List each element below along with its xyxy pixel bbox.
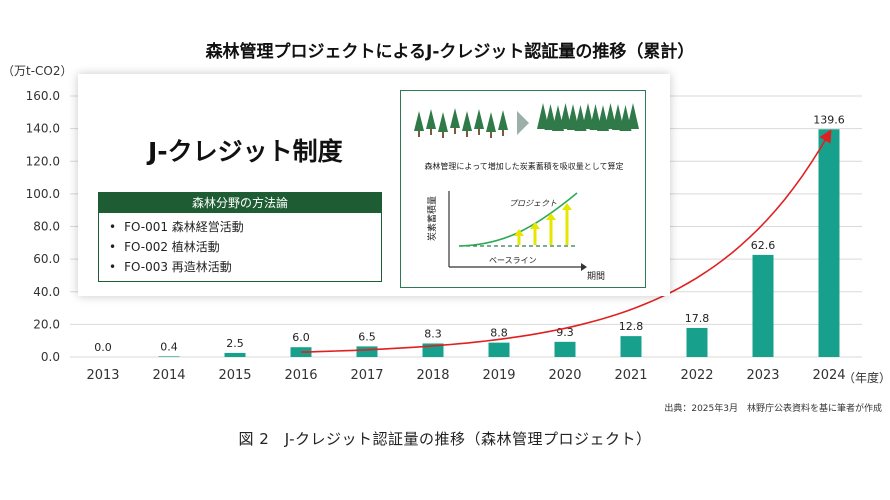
tree-icon <box>567 104 579 130</box>
y-tick-label: 120.0 <box>26 154 60 168</box>
y-tick-label: 60.0 <box>33 252 60 266</box>
methodology-box: 森林分野の方法論 FO-001 森林経営活動 FO-002 植林活動 FO-00… <box>98 192 382 282</box>
tree-trunk <box>430 129 432 135</box>
j-credit-overview-panel: J-クレジット制度 森林分野の方法論 FO-001 森林経営活動 FO-002 … <box>78 74 670 296</box>
y-tick-label: 0.0 <box>41 350 60 364</box>
bar <box>818 129 840 357</box>
x-tick-label: 2019 <box>482 368 515 383</box>
concept-graphic <box>414 103 639 271</box>
x-tick-label: 2016 <box>284 368 317 383</box>
figure-caption: 図 2 J-クレジット認証量の推移（森林管理プロジェクト） <box>238 430 652 448</box>
methodology-header: 森林分野の方法論 <box>99 193 381 213</box>
tree-icon <box>498 110 508 130</box>
arrow-right-icon <box>517 111 529 135</box>
x-tick-label: 2024 <box>812 368 845 383</box>
tree-trunk <box>478 129 480 135</box>
x-tick-label: 2013 <box>86 368 119 383</box>
bar <box>620 336 642 357</box>
increase-arrowhead <box>530 222 540 229</box>
data-label: 6.0 <box>292 331 310 344</box>
data-label: 139.6 <box>813 113 845 126</box>
tree-trunk <box>454 128 456 134</box>
tree-trunk <box>466 131 468 137</box>
y-tick-label: 20.0 <box>33 317 60 331</box>
trend-arrow <box>300 129 832 353</box>
panel-title: J-クレジット制度 <box>148 137 343 166</box>
methodology-item: FO-001 森林経営活動 <box>109 217 381 237</box>
data-label: 17.8 <box>685 312 710 325</box>
tree-trunk <box>502 130 504 136</box>
tree-icon <box>582 103 594 129</box>
x-tick-label: 2023 <box>746 368 779 383</box>
increase-arrowhead <box>562 203 572 210</box>
tree-trunk <box>418 131 420 137</box>
x-axis-unit-label: （年度） <box>843 371 890 385</box>
bar <box>488 342 510 357</box>
bar <box>158 356 180 357</box>
tree-icon <box>414 111 424 131</box>
data-label: 2.5 <box>226 337 244 350</box>
bar <box>752 254 774 357</box>
increase-arrowhead <box>514 229 524 236</box>
y-tick-label: 160.0 <box>26 89 60 103</box>
x-tick-label: 2022 <box>680 368 713 383</box>
tree-trunk <box>442 132 444 138</box>
tree-icon <box>612 104 624 130</box>
concept-description: 森林管理によって増加した炭素蓄積を吸収量として算定 <box>424 162 624 171</box>
source-note: 出典：2025年3月 林野庁公表資料を基に筆者が作成 <box>664 404 882 414</box>
tree-icon <box>474 109 484 129</box>
increase-arrowhead <box>546 213 556 220</box>
y-tick-label: 80.0 <box>33 220 60 234</box>
tree-icon <box>604 103 617 129</box>
bar <box>356 346 378 357</box>
baseline-label: ベースライン <box>489 256 537 265</box>
bar <box>290 347 312 357</box>
chart-title: 森林管理プロジェクトによるJ-クレジット認証量の推移（累計） <box>205 42 695 62</box>
data-label: 8.8 <box>490 327 508 340</box>
y-tick-label: 140.0 <box>26 122 60 136</box>
methodology-list: FO-001 森林経営活動 FO-002 植林活動 FO-003 再造林活動 <box>99 213 381 277</box>
bar <box>686 327 708 357</box>
data-label: 12.8 <box>619 320 644 333</box>
project-curve-label: プロジェクト <box>509 199 557 208</box>
y-tick-label: 100.0 <box>26 187 60 201</box>
data-label: 0.0 <box>94 341 112 354</box>
tree-icon <box>627 103 639 129</box>
y-tick-label: 40.0 <box>33 285 60 299</box>
bar <box>224 352 246 357</box>
carbon-stock-axis-label: 炭素蓄積量 <box>428 195 438 241</box>
concept-diagram: 森林管理によって増加した炭素蓄積を吸収量として算定 プロジェクト ベースライン … <box>400 90 646 288</box>
x-tick-label: 2018 <box>416 368 449 383</box>
data-label: 62.6 <box>751 239 776 252</box>
bar <box>554 341 576 357</box>
axis-arrowhead <box>581 263 587 271</box>
tree-icon <box>426 109 436 129</box>
x-tick-label: 2014 <box>152 368 185 383</box>
tree-icon <box>450 108 460 128</box>
tree-icon <box>559 103 572 129</box>
tree-icon <box>462 111 472 131</box>
tree-icon <box>589 104 602 130</box>
x-tick-label: 2020 <box>548 368 581 383</box>
data-label: 8.3 <box>424 327 442 340</box>
tree-icon <box>486 112 496 132</box>
x-tick-label: 2021 <box>614 368 647 383</box>
methodology-item: FO-003 再造林活動 <box>109 257 381 277</box>
y-axis-unit-label: （万t-CO2） <box>2 64 73 78</box>
period-axis-label: 期間 <box>587 272 606 282</box>
data-label: 6.5 <box>358 330 376 343</box>
data-label: 0.4 <box>160 340 178 353</box>
tree-icon <box>438 112 448 132</box>
x-tick-label: 2017 <box>350 368 383 383</box>
tree-trunk <box>490 132 492 138</box>
tree-icon <box>537 103 549 129</box>
x-tick-label: 2015 <box>218 368 251 383</box>
tree-icon <box>544 104 557 130</box>
methodology-item: FO-002 植林活動 <box>109 237 381 257</box>
